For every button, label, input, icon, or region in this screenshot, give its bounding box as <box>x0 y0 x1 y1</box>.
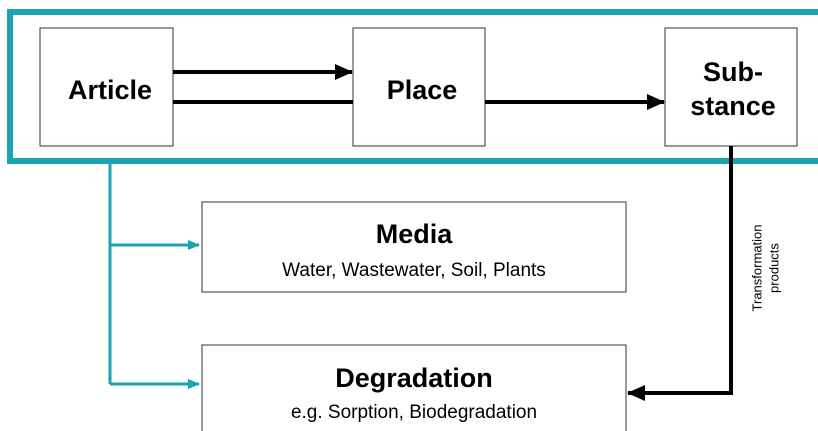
node-subtitle: Water, Wastewater, Soil, Plants <box>282 260 546 281</box>
frame <box>7 9 818 164</box>
degradation-box <box>201 344 627 431</box>
place-box <box>352 27 486 147</box>
node-label: Media <box>376 219 454 249</box>
edge-label: Transformation <box>749 225 764 312</box>
edge-label: products <box>766 243 781 293</box>
node-label: Sub- <box>703 57 763 87</box>
node-label: Place <box>387 75 458 105</box>
node-label: Article <box>68 75 152 105</box>
arrow <box>627 146 733 401</box>
node-subtitle: e.g. Sorption, Biodegradation <box>291 402 537 423</box>
article-box <box>39 27 174 147</box>
node-label: stance <box>690 91 776 121</box>
media-box <box>201 201 627 293</box>
node-label: Degradation <box>335 363 493 393</box>
